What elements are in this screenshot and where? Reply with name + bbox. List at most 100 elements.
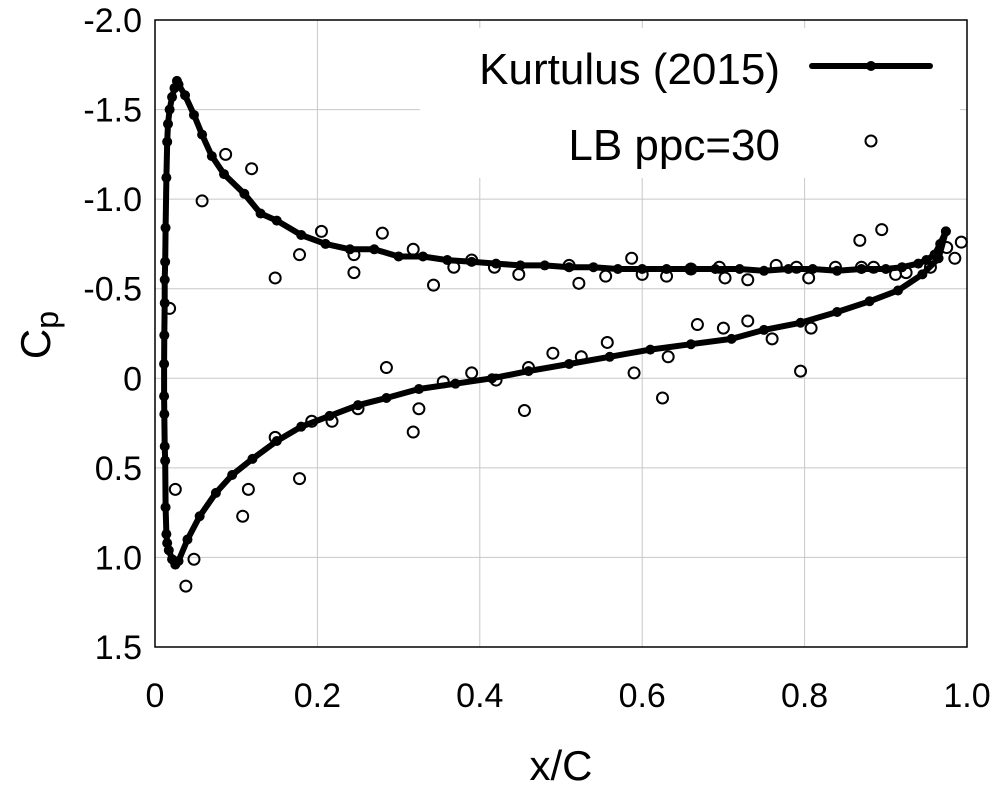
y-axis-label-main: C	[12, 329, 59, 359]
lb-point	[794, 364, 808, 378]
kurtulus-point	[564, 358, 575, 369]
kurtulus-point	[159, 391, 170, 402]
kurtulus-point	[239, 188, 250, 199]
series-lb-ppc30	[163, 135, 968, 593]
kurtulus-point	[162, 136, 173, 147]
kurtulus-point	[940, 226, 951, 237]
kurtulus-point	[188, 109, 199, 120]
kurtulus-point	[588, 262, 599, 273]
kurtulus-point	[450, 378, 461, 389]
kurtulus-point	[167, 92, 178, 103]
lb-point	[940, 241, 954, 255]
lb-point	[522, 361, 536, 375]
lb-point	[562, 258, 576, 272]
lb-point	[661, 350, 675, 364]
legend-marker-kurtulus	[866, 61, 876, 71]
kurtulus-point	[935, 238, 946, 249]
lb-point	[236, 509, 250, 523]
x-axis-label: x/C	[530, 742, 593, 789]
kurtulus-point	[194, 511, 205, 522]
lb-point	[828, 260, 842, 274]
lb-point	[765, 332, 779, 346]
kurtulus-point	[864, 296, 875, 307]
lb-point	[572, 276, 586, 290]
y-tick-label: 1.0	[95, 539, 142, 577]
y-tick-label: -1.0	[83, 181, 142, 219]
kurtulus-point	[255, 208, 266, 219]
lb-point	[268, 430, 282, 444]
kurtulus-point	[795, 317, 806, 328]
y-tick-label: 1.5	[95, 629, 142, 667]
kurtulus-point	[417, 251, 428, 262]
legend-background	[420, 28, 960, 178]
lb-point	[948, 251, 962, 265]
lb-point	[436, 375, 450, 389]
series-kurtulus	[159, 75, 951, 570]
lb-point	[347, 266, 361, 280]
kurtulus-point	[164, 104, 175, 115]
kurtulus-point	[161, 529, 172, 540]
kurtulus-point	[182, 534, 193, 545]
y-tick-label: 0	[123, 360, 142, 398]
lb-point	[600, 335, 614, 349]
kurtulus-point	[807, 264, 818, 275]
lb-point	[635, 267, 649, 281]
lb-point	[168, 482, 182, 496]
x-tick-label: 0.4	[456, 677, 503, 715]
kurtulus-point	[913, 258, 924, 269]
kurtulus-point	[206, 151, 217, 162]
kurtulus-point	[369, 244, 380, 255]
x-tick-label: 0.2	[294, 677, 341, 715]
kurtulus-point	[159, 298, 170, 309]
lb-point	[465, 366, 479, 380]
lb-point	[219, 147, 233, 161]
lb-point	[179, 579, 193, 593]
lb-point	[954, 235, 968, 249]
kurtulus-point	[227, 470, 238, 481]
y-tick-label: -2.0	[83, 2, 142, 40]
lb-point	[804, 321, 818, 335]
lb-point	[489, 373, 503, 387]
lb-point	[716, 321, 730, 335]
kurtulus-point	[933, 253, 944, 264]
lb-point	[268, 271, 282, 285]
legend: Kurtulus (2015) LB ppc=30	[420, 28, 960, 178]
lb-point	[923, 260, 937, 274]
kurtulus-point	[159, 330, 170, 341]
kurtulus-point	[612, 264, 623, 275]
kurtulus-point	[159, 409, 170, 420]
kurtulus-point	[160, 455, 171, 466]
lb-point	[305, 414, 319, 428]
lb-point	[195, 194, 209, 208]
x-tick-label: 0.6	[619, 677, 666, 715]
kurtulus-point	[734, 264, 745, 275]
plot-frame	[154, 19, 968, 648]
x-tick-labels: 0 0.2 0.4 0.6 0.8 1.0	[146, 677, 991, 715]
legend-label-kurtulus: Kurtulus (2015)	[479, 45, 780, 94]
lb-point	[347, 248, 361, 262]
kurtulus-point	[296, 421, 307, 432]
lb-point	[741, 314, 755, 328]
lb-point	[406, 425, 420, 439]
kurtulus-point	[169, 83, 180, 94]
kurtulus-point	[197, 129, 208, 140]
kurtulus-point	[247, 453, 258, 464]
kurtulus-point	[880, 264, 891, 275]
lb-point	[789, 260, 803, 274]
lb-point	[627, 366, 641, 380]
kurtulus-point	[759, 324, 769, 335]
lb-point	[853, 233, 867, 247]
kurtulus-point	[173, 556, 184, 567]
lb-point	[379, 361, 393, 375]
y-axis-label-sub: p	[29, 311, 65, 329]
lb-point	[660, 269, 674, 283]
lb-point	[875, 223, 889, 237]
kurtulus-point	[296, 229, 307, 240]
kurtulus-point	[219, 169, 230, 180]
kurtulus-point	[515, 260, 526, 271]
kurtulus-point	[159, 358, 170, 369]
lb-point	[325, 414, 339, 428]
kurtulus-point	[832, 307, 843, 318]
kurtulus-point	[413, 384, 424, 395]
